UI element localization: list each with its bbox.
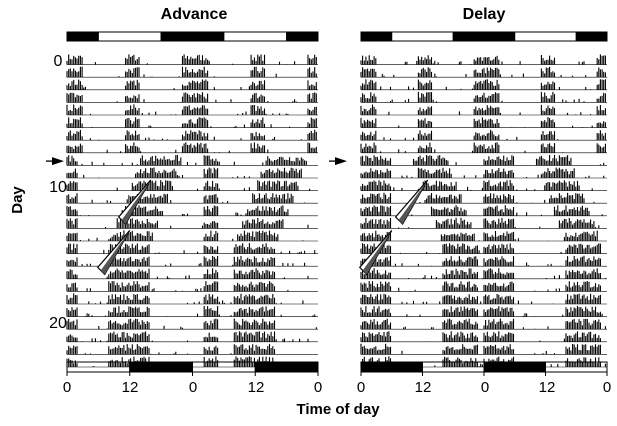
panel-title-advance: Advance: [161, 6, 228, 23]
x-tick-advance-3: 12: [248, 379, 265, 396]
x-tick-delay-3: 12: [539, 379, 556, 396]
day-tick-0: 0: [54, 53, 63, 70]
x-tick-delay-0: 0: [357, 379, 365, 396]
activity-row: [66, 129, 317, 141]
activity-row: [360, 91, 606, 103]
activity-row: [66, 256, 309, 267]
activity-row: [360, 356, 606, 367]
transient-pointer-shade: [121, 180, 151, 224]
activity-row: [66, 356, 316, 367]
activity-row: [360, 66, 606, 78]
day-tick-10: 10: [49, 179, 67, 196]
transient-pointer-shade: [100, 230, 130, 275]
activity-row: [360, 306, 603, 317]
ld-bar-top-light: [514, 31, 577, 42]
activity-row: [360, 129, 606, 141]
ld-bar-top-light: [97, 31, 162, 42]
activity-row: [66, 154, 307, 166]
day-tick-20: 20: [49, 315, 67, 332]
x-tick-advance-1: 12: [122, 379, 139, 396]
activity-row: [360, 268, 606, 279]
ld-bar-top-dark: [575, 31, 608, 42]
shift-arrow-icon: [52, 157, 64, 166]
x-tick-advance-4: 0: [314, 379, 322, 396]
panel-delay: [329, 31, 608, 376]
x-axis-label: Time of day: [296, 401, 380, 418]
transient-pointer-icon: [394, 179, 429, 225]
activity-row: [66, 306, 316, 317]
activity-row: [360, 293, 601, 304]
activity-row: [66, 293, 304, 304]
activity-row: [360, 255, 601, 267]
activity-row: [360, 343, 601, 355]
activity-row: [360, 154, 605, 166]
activity-row: [66, 243, 316, 254]
activity-row: [66, 230, 304, 241]
activity-row: [360, 167, 605, 178]
y-axis-label: Day: [9, 186, 26, 214]
activity-row: [360, 104, 606, 115]
ld-bar-top-dark: [66, 31, 99, 42]
activity-row: [66, 331, 309, 342]
activity-row: [360, 180, 593, 191]
ld-bar-top-light: [391, 31, 454, 42]
activity-row: [360, 217, 600, 229]
transient-pointer-shade: [398, 180, 428, 224]
activity-row: [66, 92, 317, 103]
activity-row: [66, 217, 309, 229]
activity-row: [360, 117, 606, 128]
x-tick-delay-1: 12: [415, 379, 432, 396]
activity-row: [66, 281, 289, 292]
activity-row: [360, 205, 603, 216]
activity-row: [360, 192, 595, 204]
activity-row: [66, 343, 276, 355]
ld-bar-top-dark: [452, 31, 516, 42]
x-tick-delay-2: 0: [481, 379, 489, 396]
activity-row: [66, 318, 317, 330]
activity-row: [66, 79, 317, 90]
activity-row: [360, 318, 606, 330]
activity-row: [360, 243, 601, 254]
activity-row: [360, 79, 606, 90]
activity-row: [360, 142, 606, 153]
activity-row: [360, 230, 598, 241]
panel-advance: [46, 31, 319, 376]
activity-row: [66, 117, 317, 128]
activity-row: [66, 180, 311, 191]
activity-row: [66, 193, 306, 204]
shift-arrow-icon: [335, 157, 347, 166]
ld-bar-top-dark: [160, 31, 225, 42]
activity-row: [360, 281, 601, 292]
ld-bar-top-dark: [286, 31, 319, 42]
activity-row: [66, 205, 289, 216]
activity-row: [66, 66, 317, 78]
transient-pointer-shade: [362, 230, 392, 275]
x-tick-advance-2: 0: [189, 379, 197, 396]
ld-bar-top-dark: [360, 31, 393, 42]
activity-row: [66, 167, 302, 178]
x-tick-delay-4: 0: [603, 379, 611, 396]
activity-row: [66, 268, 309, 279]
activity-row: [360, 331, 601, 342]
x-tick-advance-0: 0: [63, 379, 71, 396]
activity-row: [66, 104, 317, 115]
panel-title-delay: Delay: [463, 6, 506, 23]
ld-bar-top-light: [223, 31, 288, 42]
activity-row: [66, 54, 317, 65]
activity-row: [360, 54, 606, 65]
activity-row: [66, 142, 317, 153]
